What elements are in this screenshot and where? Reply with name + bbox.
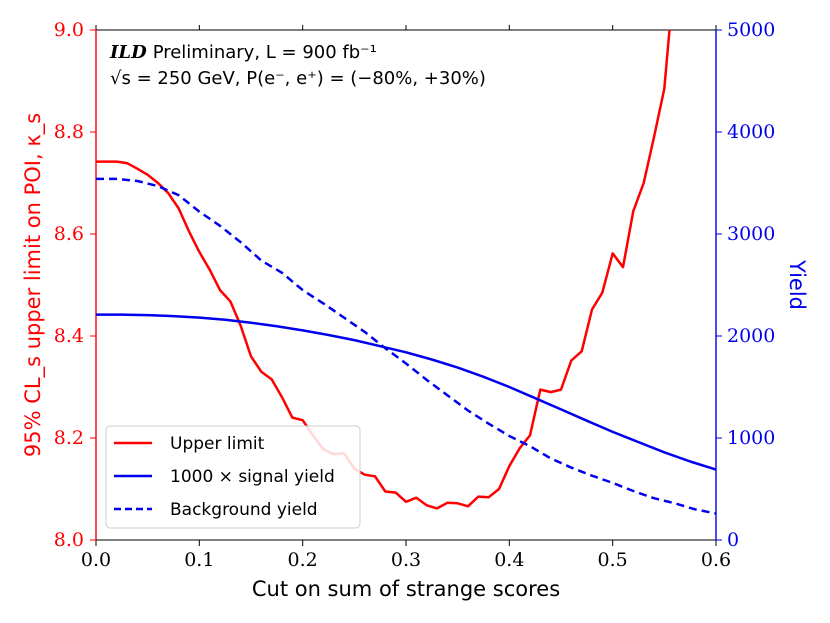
x-tick-label: 0.1	[184, 549, 214, 571]
upper-limit-line	[96, 29, 671, 510]
x-tick-label: 0.5	[598, 549, 628, 571]
y-left-tick-label: 8.8	[54, 121, 84, 143]
background-yield-line	[96, 177, 717, 515]
x-axis-title: Cut on sum of strange scores	[252, 577, 560, 601]
legend-label-signal-yield: 1000 × signal yield	[170, 467, 335, 487]
legend-label-background-yield: Background yield	[170, 500, 318, 520]
y-left-axis-title: 95% CL_s upper limit on POI, κ_s	[21, 113, 46, 457]
x-tick-label: 0.4	[494, 549, 524, 571]
y-left-tick-label: 8.0	[54, 529, 84, 551]
y-left-tick-label: 9.0	[54, 19, 84, 41]
y-left-tick-label: 8.6	[54, 223, 84, 245]
y-right-tick-label: 3000	[727, 223, 775, 245]
annotation-line-1-rest: Preliminary, L = 900 fb⁻¹	[153, 42, 377, 63]
y-right-tick-label: 0	[727, 529, 739, 551]
legend: Upper limit 1000 × signal yield Backgrou…	[105, 425, 361, 529]
legend-box	[105, 425, 361, 529]
annotation-line-2: √s = 250 GeV, P(e⁻, e⁺) = (−80%, +30%)	[110, 68, 486, 89]
signal-yield-line	[96, 313, 717, 471]
series-layer	[96, 29, 717, 515]
y-right-tick-label: 1000	[727, 427, 775, 449]
y-left-tick-label: 8.4	[54, 325, 84, 347]
x-tick-label: 0.2	[288, 549, 318, 571]
x-tick-label: 0.3	[391, 549, 421, 571]
annotation-ild: ILD	[109, 42, 147, 63]
y-right-tick-label: 5000	[727, 19, 775, 41]
legend-label-upper-limit: Upper limit	[170, 434, 265, 454]
y-left-tick-label: 8.2	[54, 427, 84, 449]
y-right-axis-title: Yield	[785, 259, 809, 310]
y-right-tick-label: 4000	[727, 121, 775, 143]
ticks-layer: 0.0 0.1 0.2 0.3 0.4 0.5 0.6 8.0 8.2 8.4 8.6 8.8 9.0 0…	[54, 19, 776, 571]
annotation-line-1: ILD Preliminary, L = 900 fb⁻¹	[109, 42, 377, 63]
y-right-tick-label: 2000	[727, 325, 775, 347]
x-tick-label: 0.0	[81, 549, 111, 571]
x-tick-label: 0.6	[701, 549, 731, 571]
